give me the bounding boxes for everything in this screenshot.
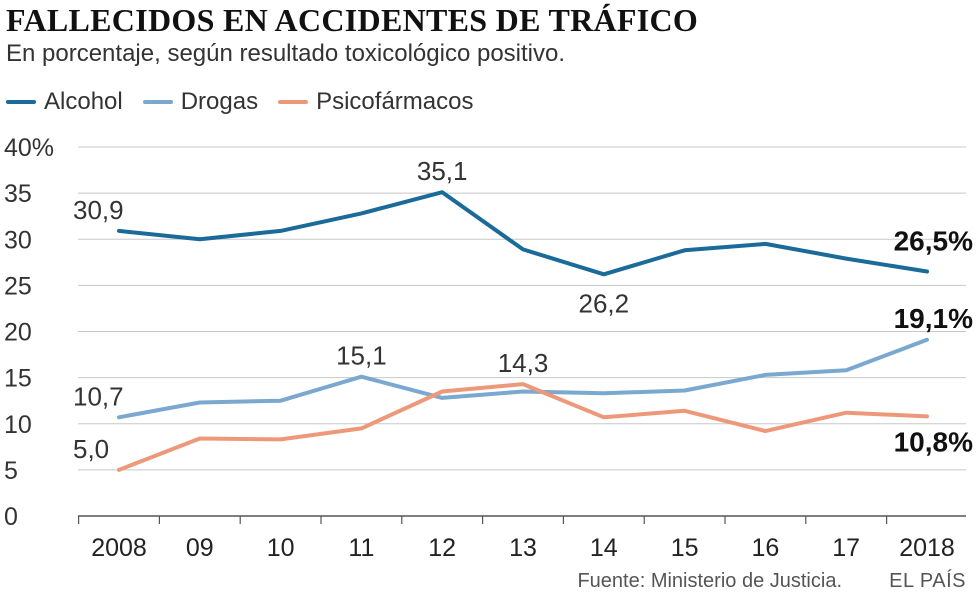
legend-label-drogas: Drogas <box>180 88 259 115</box>
x-tick-label: 15 <box>671 534 699 562</box>
chart-subtitle: En porcentaje, según resultado toxicológ… <box>6 40 566 67</box>
x-tick-label: 10 <box>267 534 295 562</box>
x-tick-label: 09 <box>186 534 214 562</box>
data-label: 35,1 <box>417 156 468 186</box>
data-label: 10,7 <box>73 381 124 411</box>
y-tick-label: 10 <box>4 411 32 439</box>
series-line-alcohol <box>117 190 929 277</box>
data-label: 26,5% <box>894 226 973 257</box>
x-tick-label: 12 <box>428 534 456 562</box>
legend-item-psicofarmacos: Psicofármacos <box>278 88 473 116</box>
legend-swatch-alcohol <box>6 100 36 104</box>
x-tick-label: 16 <box>751 534 779 562</box>
legend-item-drogas: Drogas <box>142 88 259 116</box>
y-tick-label: 15 <box>4 365 32 393</box>
data-label: 10,8% <box>894 426 973 457</box>
x-tick-label: 2018 <box>899 534 955 562</box>
y-tick-label: 5 <box>4 457 18 485</box>
data-label: 14,3 <box>498 348 549 378</box>
legend-label-alcohol: Alcohol <box>44 88 123 115</box>
legend-label-psicofarmacos: Psicofármacos <box>316 88 474 115</box>
x-tick-label: 17 <box>832 534 860 562</box>
source-note: Fuente: Ministerio de Justicia. <box>577 570 842 592</box>
x-tick-label: 11 <box>348 534 374 562</box>
y-tick-label: 25 <box>4 272 32 300</box>
y-tick-label: 30 <box>4 226 32 254</box>
y-tick-label: 0 <box>4 503 18 531</box>
data-label: 15,1 <box>336 341 387 371</box>
data-label: 5,0 <box>73 434 109 464</box>
legend-swatch-psicofarmacos <box>278 100 309 104</box>
y-tick-label: 40% <box>4 134 54 162</box>
series-line-drogas <box>117 337 929 420</box>
legend: Alcohol Drogas Psicofármacos <box>6 88 493 116</box>
y-tick-label: 20 <box>4 319 32 347</box>
brand-label: EL PAÍS <box>889 570 966 592</box>
x-tick-label: 14 <box>590 534 618 562</box>
legend-item-alcohol: Alcohol <box>6 88 123 116</box>
x-tick-label: 2008 <box>91 534 147 562</box>
data-label: 19,1% <box>894 303 973 334</box>
data-label: 30,9 <box>73 195 124 225</box>
series-line-psicofarmacos <box>117 382 929 472</box>
chart-title: FALLECIDOS EN ACCIDENTES DE TRÁFICO <box>6 2 699 38</box>
y-tick-label: 35 <box>4 180 32 208</box>
legend-swatch-drogas <box>142 100 173 104</box>
data-label: 26,2 <box>578 288 629 318</box>
x-tick-label: 13 <box>509 534 537 562</box>
